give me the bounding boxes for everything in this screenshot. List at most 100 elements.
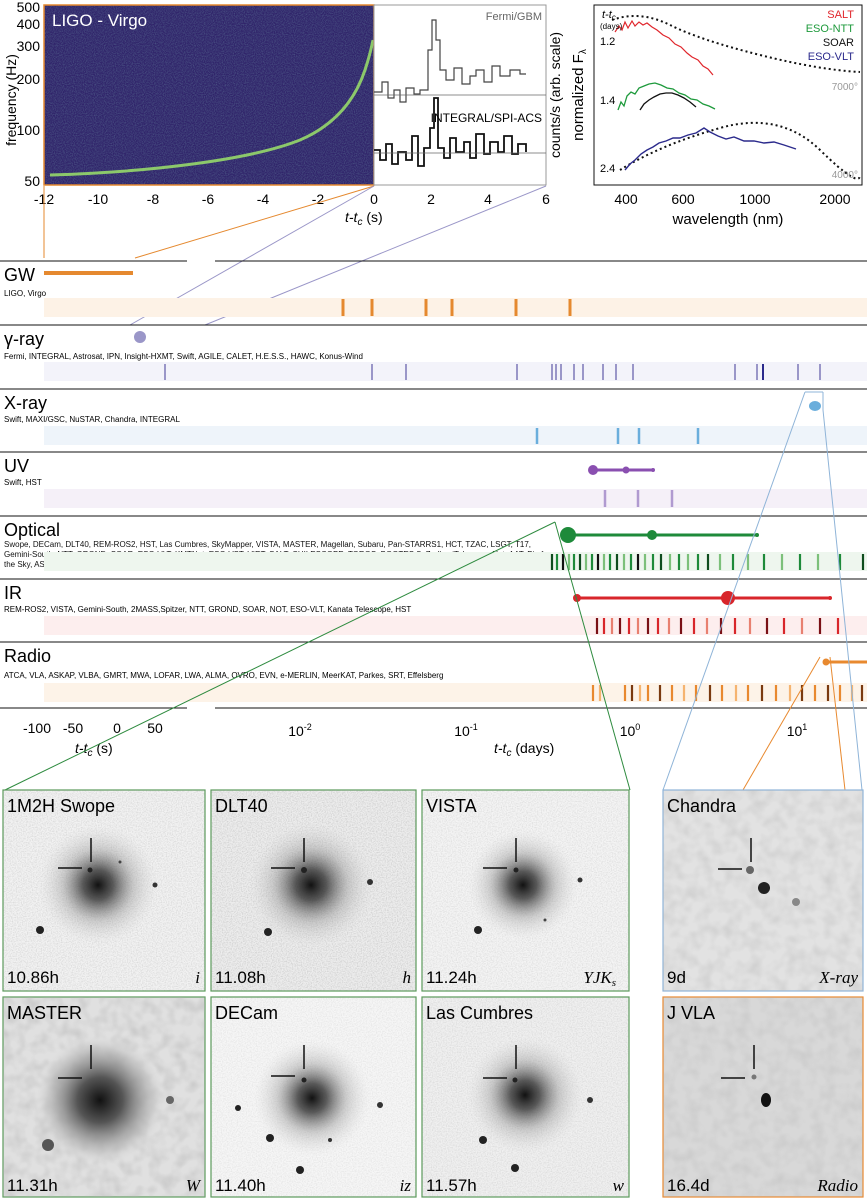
xray-observation-ticks bbox=[535, 428, 700, 444]
panel-filter-vista: YJKs bbox=[583, 968, 616, 989]
epoch-1-2: 1.2 bbox=[600, 36, 615, 48]
spectrogram-noise bbox=[44, 5, 374, 185]
time-tick-4: 4 bbox=[484, 191, 492, 207]
row-instruments-ir: REM-ROS2, VISTA, Gemini-South, 2MASS,Spi… bbox=[4, 605, 411, 614]
panel-vista: VISTA 11.24h YJKs bbox=[421, 789, 630, 992]
row-title-gw: GW bbox=[4, 265, 35, 285]
panel-filter-swope: i bbox=[195, 968, 200, 987]
panel-filter-lascumbres: w bbox=[613, 1176, 625, 1195]
panel-time-swope: 10.86h bbox=[7, 968, 59, 987]
panel-title-vista: VISTA bbox=[426, 796, 477, 816]
counts-axis-label: counts/s (arb. scale) bbox=[547, 32, 563, 158]
top-time-axis: -12 -10 -8 -6 -4 -2 0 2 4 6 t-tc (s) bbox=[34, 191, 550, 228]
time-tick-m2: -2 bbox=[312, 191, 325, 207]
right-axis-label: t-tc (days) bbox=[494, 740, 554, 759]
panel-title-swope: 1M2H Swope bbox=[7, 796, 115, 816]
panel-time-master: 11.31h bbox=[7, 1176, 58, 1195]
blackbody-7000 bbox=[611, 15, 861, 73]
freq-tick-100: 100 bbox=[17, 122, 41, 138]
time-tick-6: 6 bbox=[542, 191, 550, 207]
time-tick-m10: -10 bbox=[88, 191, 108, 207]
panel-title-chandra: Chandra bbox=[667, 796, 737, 816]
bb-label-7000: 7000° bbox=[832, 82, 858, 93]
legend-salt: SALT bbox=[827, 9, 854, 21]
panel-time-dlt40: 11.08h bbox=[215, 968, 266, 987]
right-tick-1e-2: 10-2 bbox=[288, 722, 312, 739]
gamma-observation-ticks bbox=[164, 364, 821, 380]
left-tick-m50: -50 bbox=[63, 720, 83, 736]
freq-tick-500: 500 bbox=[17, 0, 41, 15]
panel-swope: 1M2H Swope 10.86h i bbox=[2, 789, 206, 992]
panel-master: MASTER 11.31h W bbox=[2, 996, 206, 1198]
panel-filter-chandra: X-ray bbox=[818, 968, 858, 987]
right-tick-1e-1: 10-1 bbox=[454, 722, 478, 739]
panel-dlt40: DLT40 11.08h h bbox=[210, 789, 417, 992]
top-time-axis-label: t-tc (s) bbox=[345, 209, 383, 228]
row-instruments-radio: ATCA, VLA, ASKAP, VLBA, GMRT, MWA, LOFAR… bbox=[4, 671, 443, 680]
spectrum-eso-ntt bbox=[617, 82, 716, 111]
left-axis-label: t-tc (s) bbox=[75, 740, 113, 759]
freq-tick-300: 300 bbox=[17, 38, 41, 54]
row-instruments-gw: LIGO, Virgo bbox=[4, 289, 47, 298]
wl-tick-2000: 2000 bbox=[819, 191, 850, 207]
panel-lascumbres: Las Cumbres 11.57h w bbox=[421, 996, 630, 1198]
spectra-panel: t-tc (days) 1.2 1.4 2.4 SALT ESO-NTT SOA… bbox=[570, 4, 863, 228]
spectra-xlabel: wavelength (nm) bbox=[672, 211, 784, 228]
panel-title-master: MASTER bbox=[7, 1003, 82, 1023]
integral-label: INTEGRAL/SPI-ACS bbox=[431, 111, 542, 125]
ligo-title: LIGO - Virgo bbox=[52, 11, 147, 30]
wl-tick-600: 600 bbox=[671, 191, 695, 207]
ligo-spectrogram-panel: LIGO - Virgo bbox=[43, 4, 375, 186]
panel-title-dlt40: DLT40 bbox=[215, 796, 268, 816]
spectra-frame bbox=[593, 4, 863, 186]
row-title-optical: Optical bbox=[4, 520, 60, 540]
left-tick-50: 50 bbox=[147, 720, 163, 736]
wl-tick-1000: 1000 bbox=[739, 191, 770, 207]
fermi-gbm-curve bbox=[374, 19, 526, 103]
legend-eso-ntt: ESO-NTT bbox=[806, 23, 855, 35]
timeline-left-axis: -100 -50 0 50 t-tc (s) bbox=[23, 720, 163, 759]
panel-title-decam: DECam bbox=[215, 1003, 278, 1023]
panel-time-decam: 11.40h bbox=[215, 1176, 266, 1195]
panel-jvla: J VLA 16.4d Radio bbox=[662, 996, 864, 1198]
row-instruments-uv: Swift, HST bbox=[4, 478, 42, 487]
time-tick-2: 2 bbox=[427, 191, 435, 207]
panel-title-jvla: J VLA bbox=[667, 1003, 715, 1023]
row-title-radio: Radio bbox=[4, 646, 51, 666]
timeline: GW LIGO, Virgo γ-ray Fermi, INTEGRAL, As… bbox=[0, 260, 867, 759]
chirp-track bbox=[49, 39, 375, 177]
row-title-uv: UV bbox=[4, 456, 29, 476]
blackbody-4000 bbox=[619, 121, 861, 180]
legend-soar: SOAR bbox=[823, 37, 854, 49]
legend-eso-vlt: ESO-VLT bbox=[808, 51, 855, 63]
panel-decam: DECam 11.40h iz bbox=[210, 996, 417, 1198]
row-instruments-gamma: Fermi, INTEGRAL, Astrosat, IPN, Insight-… bbox=[4, 352, 363, 361]
spectra-days-label: (days) bbox=[600, 22, 623, 31]
frequency-axis: frequency (Hz) 500 400 300 200 100 50 bbox=[3, 0, 40, 189]
ir-observation-ticks bbox=[595, 618, 840, 634]
time-tick-m4: -4 bbox=[257, 191, 270, 207]
spectrum-salt bbox=[614, 19, 714, 76]
spectrum-eso-vlt bbox=[624, 127, 797, 171]
image-panels: 1M2H Swope 10.86h i DLT40 11.08h h VISTA… bbox=[2, 789, 864, 1198]
optical-observation-ticks bbox=[550, 554, 865, 570]
panel-title-lascumbres: Las Cumbres bbox=[426, 1003, 533, 1023]
left-tick-m100: -100 bbox=[23, 720, 51, 736]
panel-filter-dlt40: h bbox=[403, 968, 412, 987]
gamma-lightcurve-panel: Fermi/GBM INTEGRAL/SPI-ACS counts/s (arb… bbox=[373, 4, 563, 186]
timeline-right-axis: 10-2 10-1 100 101 t-tc (days) bbox=[288, 722, 807, 759]
integral-curve bbox=[374, 97, 527, 167]
row-title-ir: IR bbox=[4, 583, 22, 603]
time-tick-0: 0 bbox=[370, 191, 378, 207]
fermi-label: Fermi/GBM bbox=[486, 11, 542, 23]
panel-chandra: Chandra 9d X-ray bbox=[662, 789, 864, 992]
freq-tick-200: 200 bbox=[17, 71, 41, 87]
freq-tick-50: 50 bbox=[24, 173, 40, 189]
frequency-axis-label: frequency (Hz) bbox=[3, 54, 19, 146]
freq-tick-400: 400 bbox=[17, 16, 41, 32]
right-tick-1e1: 101 bbox=[787, 722, 808, 739]
panel-filter-decam: iz bbox=[400, 1176, 412, 1195]
epoch-1-4: 1.4 bbox=[600, 95, 615, 107]
right-tick-1e0: 100 bbox=[620, 722, 641, 739]
